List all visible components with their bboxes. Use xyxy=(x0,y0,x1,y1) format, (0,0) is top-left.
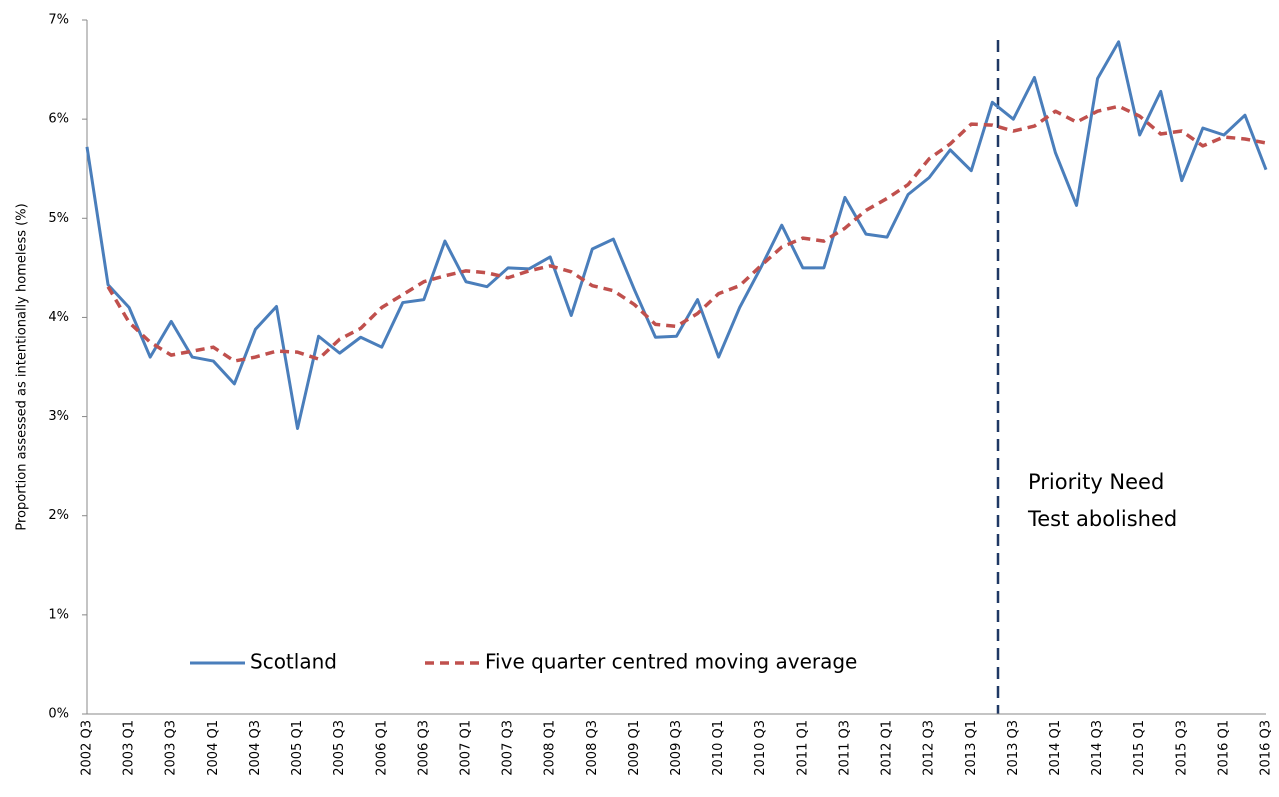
x-tick-label: 2009 Q3 xyxy=(669,720,684,776)
x-tick-label: 2014 Q1 xyxy=(1048,720,1063,776)
x-tick-label: 2008 Q3 xyxy=(585,720,600,776)
y-axis-label: Proportion assessed as intentionally hom… xyxy=(15,203,30,530)
x-tick-label: 2003 Q1 xyxy=(122,720,137,776)
x-tick-label: 2004 Q1 xyxy=(206,720,221,776)
x-tick-label: 2005 Q3 xyxy=(332,720,347,776)
y-tick-label: 0% xyxy=(48,707,69,722)
x-tick-label: 2006 Q1 xyxy=(374,720,389,776)
x-tick-label: 2011 Q3 xyxy=(837,720,852,776)
y-tick-label: 3% xyxy=(48,409,69,424)
y-tick-label: 1% xyxy=(48,607,69,622)
x-tick-label: 2011 Q1 xyxy=(795,720,810,776)
x-tick-label: 2003 Q3 xyxy=(164,720,179,776)
y-tick-label: 4% xyxy=(48,310,69,325)
x-tick-label: 2014 Q3 xyxy=(1090,720,1105,776)
series-line xyxy=(85,40,1268,430)
x-tick-label: 2007 Q3 xyxy=(501,720,516,776)
x-tick-label: 2010 Q3 xyxy=(753,720,768,776)
x-tick-label: 2015 Q1 xyxy=(1132,720,1147,776)
x-tick-label: 2006 Q3 xyxy=(416,720,431,776)
x-tick-label: 2010 Q1 xyxy=(711,720,726,776)
x-tick-label: 2009 Q1 xyxy=(627,720,642,776)
annotation: Test abolished xyxy=(1027,507,1177,531)
x-tick-label: 2016 Q3 xyxy=(1259,720,1274,776)
x-tick-label: 2013 Q3 xyxy=(1006,720,1021,776)
x-tick-label: 2013 Q1 xyxy=(964,720,979,776)
series-line xyxy=(106,104,1267,363)
x-tick-label: 2002 Q3 xyxy=(80,720,95,776)
x-tick-label: 2012 Q3 xyxy=(922,720,937,776)
annotation: Priority Need xyxy=(1028,470,1164,494)
y-tick-label: 6% xyxy=(48,112,69,127)
x-tick-label: 2008 Q1 xyxy=(543,720,558,776)
y-tick-label: 2% xyxy=(48,508,69,523)
x-tick-label: 2005 Q1 xyxy=(290,720,305,776)
x-tick-label: 2004 Q3 xyxy=(248,720,263,776)
legend-label: Scotland xyxy=(250,650,337,674)
x-tick-label: 2015 Q3 xyxy=(1174,720,1189,776)
y-tick-label: 5% xyxy=(48,211,69,226)
x-tick-label: 2012 Q1 xyxy=(880,720,895,776)
x-tick-label: 2007 Q1 xyxy=(458,720,473,776)
y-tick-label: 7% xyxy=(48,13,69,28)
x-tick-label: 2016 Q1 xyxy=(1216,720,1231,776)
legend-label: Five quarter centred moving average xyxy=(485,650,857,674)
